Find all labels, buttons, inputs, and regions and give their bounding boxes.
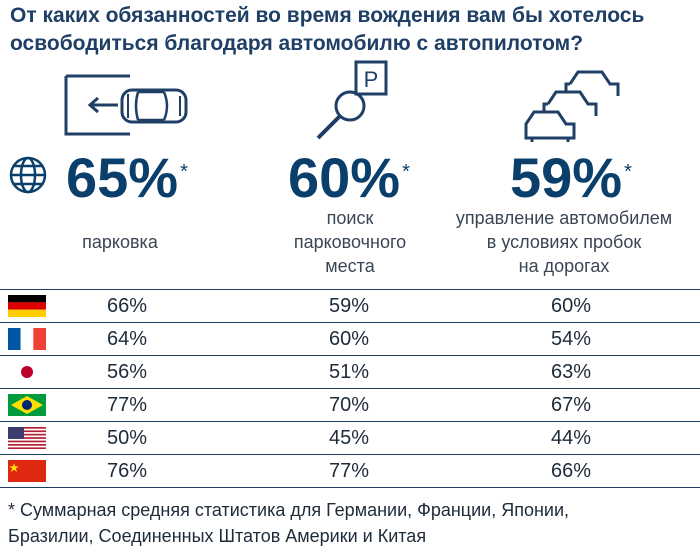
column-label-parking: парковка — [50, 230, 190, 254]
column-label-search: поиск парковочного места — [275, 206, 425, 278]
traffic-jam-cars-icon — [524, 70, 620, 142]
label-line: места — [325, 256, 375, 276]
table-cell: 60% — [550, 295, 592, 317]
table-row: 77% 70% 67% — [0, 388, 700, 421]
table-cell: 66% — [550, 460, 592, 482]
title-line-2: освободиться благодаря автомобилю с авто… — [10, 32, 584, 55]
table-row: 76% 77% 66% — [0, 454, 700, 488]
table-cell: 76% — [106, 460, 148, 482]
asterisk: * — [402, 161, 410, 183]
table-cell: 77% — [106, 394, 148, 416]
parking-sign-magnifier-icon: P — [316, 60, 388, 140]
footnote-line-1: * Суммарная средняя статистика для Герма… — [8, 500, 570, 520]
overall-traffic-value: 59% * — [510, 148, 632, 208]
france-flag-icon — [8, 328, 46, 350]
table-cell: 50% — [106, 427, 148, 449]
label-line: управление автомобилем — [455, 208, 673, 228]
chart-title: От каких обязанностей во время вождения … — [10, 2, 695, 58]
table-cell: 64% — [106, 328, 148, 350]
label-line: парковка — [82, 232, 158, 252]
footnote: * Суммарная средняя статистика для Герма… — [8, 497, 569, 549]
table-cell: 51% — [328, 361, 370, 383]
usa-flag-icon — [8, 427, 46, 449]
japan-flag-icon — [8, 361, 46, 383]
brazil-flag-icon — [8, 394, 46, 416]
china-flag-icon — [8, 460, 46, 482]
table-cell: 54% — [550, 328, 592, 350]
table-cell: 44% — [550, 427, 592, 449]
table-cell: 56% — [106, 361, 148, 383]
overall-search-number: 60% — [288, 146, 401, 209]
table-cell: 70% — [328, 394, 370, 416]
label-line: поиск — [326, 208, 374, 228]
table-cell: 59% — [328, 295, 370, 317]
label-line: на дорогах — [518, 256, 610, 276]
germany-flag-icon — [8, 295, 46, 317]
asterisk: * — [180, 161, 188, 183]
table-cell: 60% — [328, 328, 370, 350]
car-reversing-into-garage-icon — [64, 74, 188, 136]
asterisk: * — [624, 161, 632, 183]
table-row: 50% 45% 44% — [0, 421, 700, 454]
overall-traffic-number: 59% — [510, 146, 623, 209]
table-row: 64% 60% 54% — [0, 322, 700, 355]
table-cell: 45% — [328, 427, 370, 449]
overall-parking-value: 65% * — [66, 148, 188, 208]
column-label-traffic: управление автомобилем в условиях пробок… — [438, 206, 690, 278]
table-row: 56% 51% 63% — [0, 355, 700, 388]
title-line-1: От каких обязанностей во время вождения … — [10, 4, 645, 27]
table-cell: 67% — [550, 394, 592, 416]
table-cell: 63% — [550, 361, 592, 383]
footnote-line-2: Бразилии, Соединенных Штатов Америки и К… — [8, 526, 427, 546]
country-table: 66% 59% 60% 64% 60% 54% 56% 51% 63% 77% … — [0, 289, 700, 488]
label-line: в условиях пробок — [486, 232, 642, 252]
table-cell: 77% — [328, 460, 370, 482]
label-line: парковочного — [293, 232, 407, 252]
table-cell: 66% — [106, 295, 148, 317]
overall-parking-number: 65% — [66, 146, 179, 209]
svg-text:P: P — [364, 67, 379, 92]
overall-search-value: 60% * — [288, 148, 410, 208]
table-row: 66% 59% 60% — [0, 289, 700, 322]
globe-icon — [9, 156, 47, 194]
